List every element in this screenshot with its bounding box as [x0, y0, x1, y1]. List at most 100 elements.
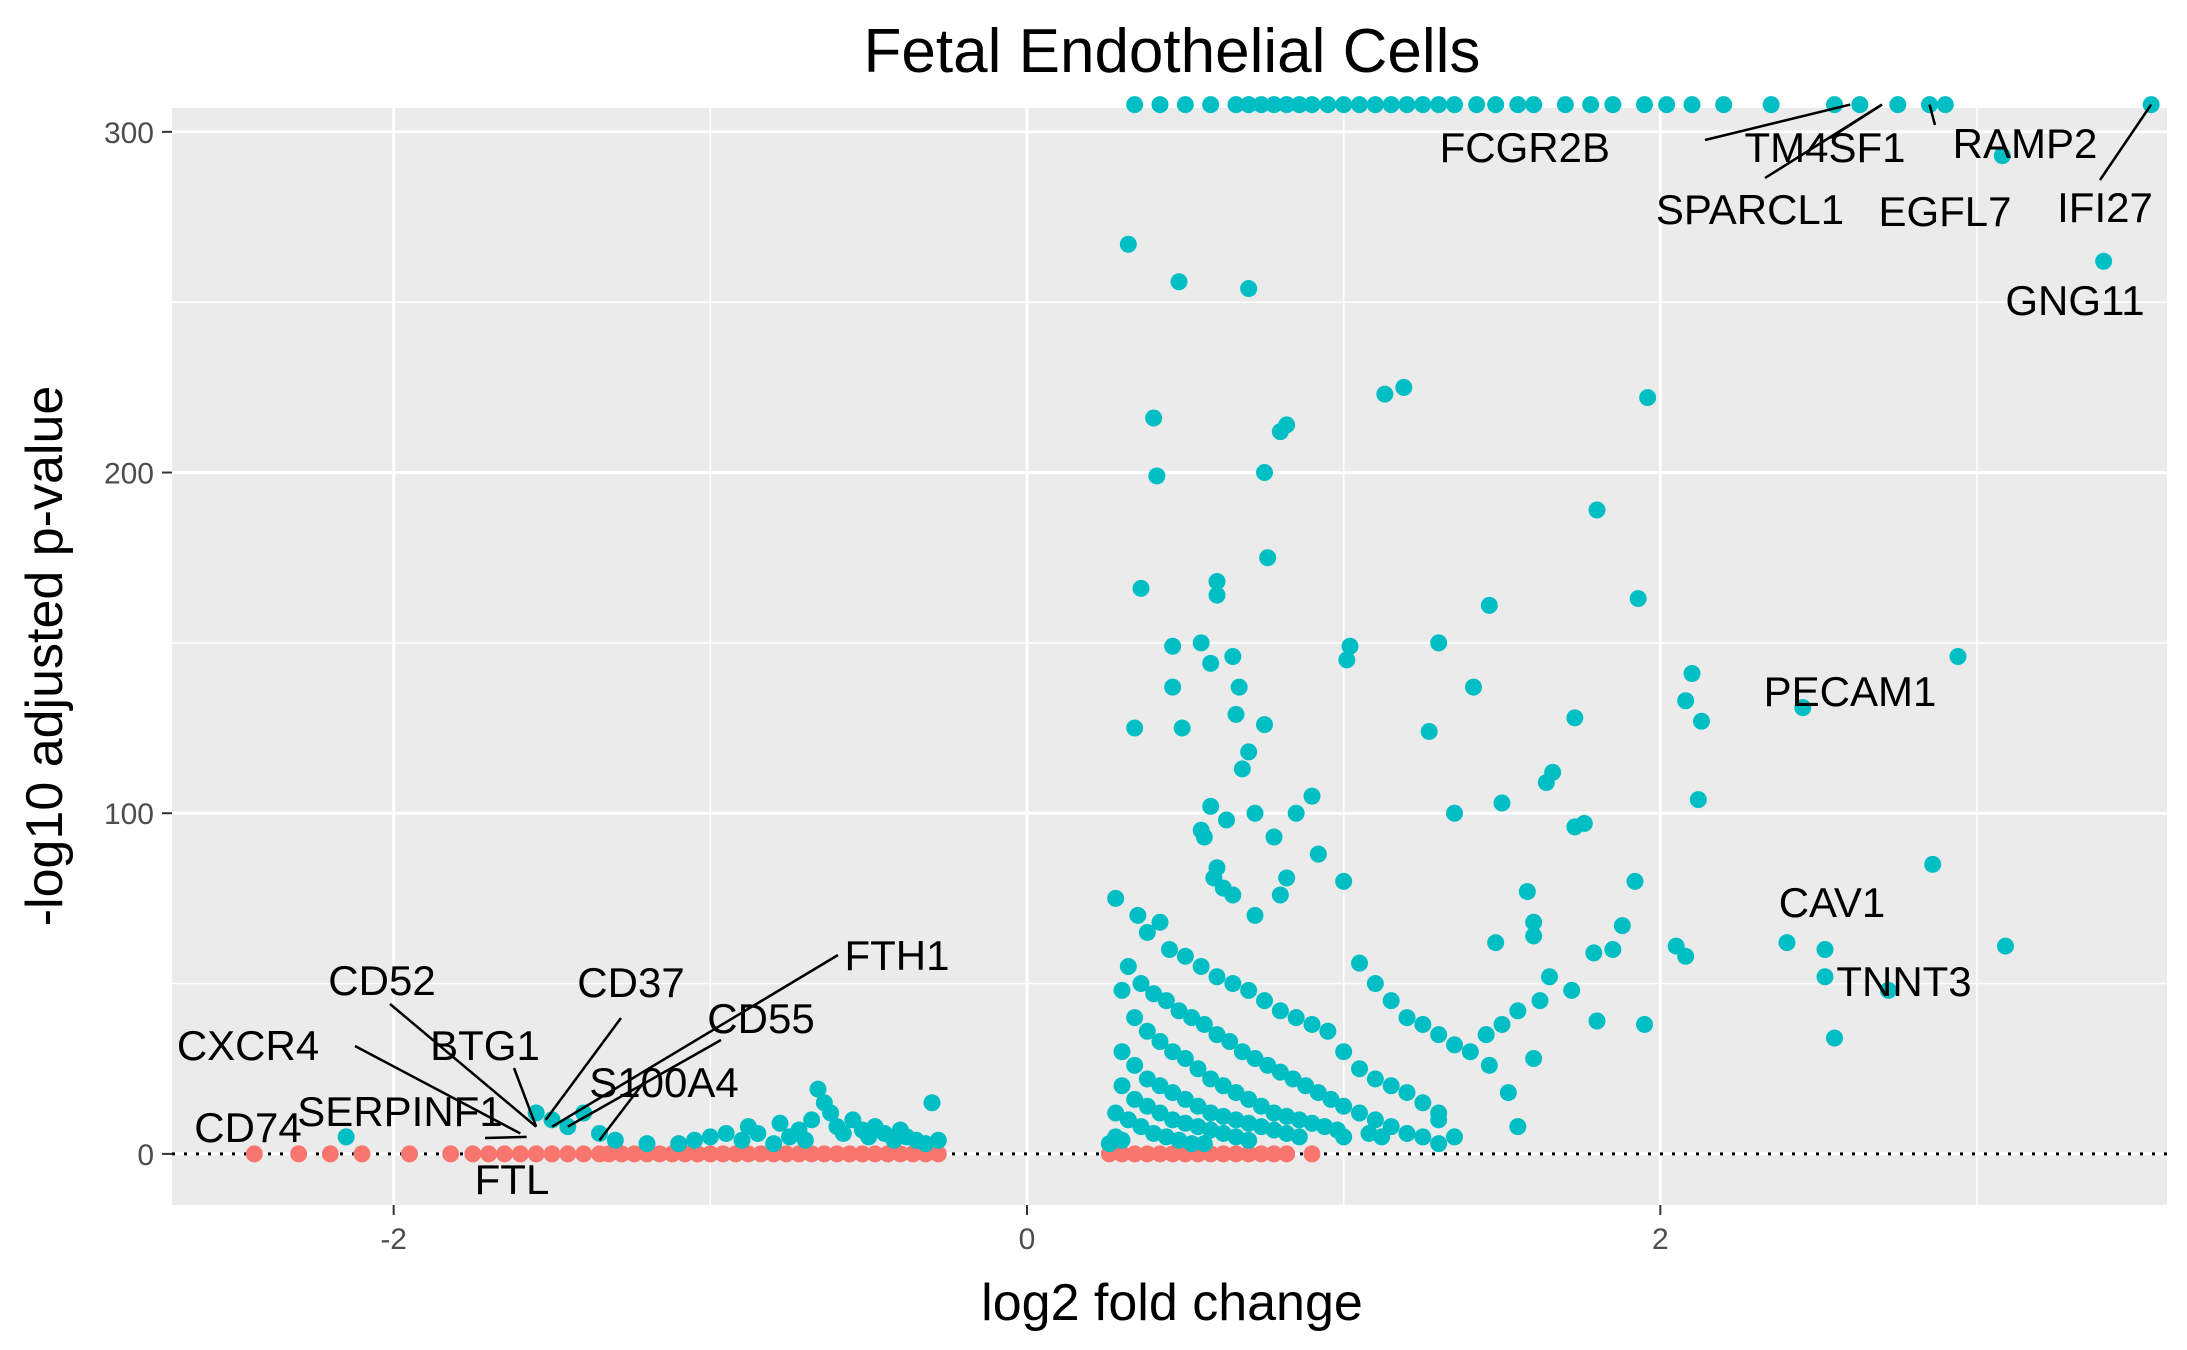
significant-point	[638, 1135, 656, 1153]
significant-point	[1376, 385, 1394, 403]
significant-point	[1176, 1050, 1194, 1068]
significant-point	[1113, 1077, 1131, 1095]
significant-point	[1195, 828, 1213, 846]
significant-point	[1132, 579, 1150, 597]
significant-point	[1493, 794, 1511, 812]
significant-point	[1271, 423, 1289, 441]
significant-point	[1227, 96, 1245, 114]
nonsignificant-point	[1240, 1145, 1258, 1163]
gene-label: CD74	[194, 1104, 301, 1151]
nonsignificant-point	[1303, 1145, 1321, 1163]
significant-point	[1816, 968, 1834, 986]
significant-point	[1604, 96, 1622, 114]
nonsignificant-point	[790, 1145, 808, 1163]
significant-point	[1202, 96, 1220, 114]
gene-label: S100A4	[589, 1059, 738, 1106]
y-tick-label: 300	[104, 117, 154, 150]
significant-point	[1826, 1029, 1843, 1047]
nonsignificant-point	[543, 1145, 561, 1163]
significant-point	[1525, 96, 1543, 114]
significant-point	[1366, 1111, 1384, 1129]
significant-point	[1221, 1032, 1239, 1050]
nonsignificant-point	[828, 1145, 846, 1163]
significant-point	[1126, 719, 1144, 737]
nonsignificant-point	[1151, 1145, 1169, 1163]
significant-point	[1161, 940, 1178, 958]
significant-point	[1395, 378, 1413, 396]
gene-label: CXCR4	[177, 1022, 319, 1069]
nonsignificant-point	[625, 1145, 643, 1163]
significant-point	[1398, 1124, 1416, 1142]
significant-point	[1626, 872, 1644, 890]
nonsignificant-point	[853, 1145, 871, 1163]
significant-point	[1246, 1050, 1264, 1068]
significant-point	[1430, 1135, 1448, 1153]
significant-point	[1183, 1009, 1201, 1027]
significant-point	[1366, 96, 1384, 114]
significant-point	[1430, 1026, 1448, 1044]
significant-point	[1382, 1077, 1400, 1095]
significant-point	[1138, 1022, 1156, 1040]
x-tick-label: -2	[380, 1223, 407, 1256]
gene-label: EGFL7	[1878, 188, 2011, 235]
gene-label: SERPINF1	[297, 1088, 502, 1135]
chart-title: Fetal Endothelial Cells	[864, 17, 1481, 86]
significant-point	[1157, 992, 1175, 1010]
significant-point	[1246, 906, 1264, 924]
significant-point	[1224, 886, 1242, 904]
significant-point	[1525, 913, 1543, 931]
nonsignificant-point	[841, 1145, 859, 1163]
significant-point	[1256, 464, 1273, 482]
nonsignificant-point	[401, 1145, 418, 1163]
nonsignificant-point	[1227, 1145, 1245, 1163]
significant-point	[670, 1135, 688, 1153]
gene-label: TM4SF1	[1744, 124, 1905, 171]
nonsignificant-point	[866, 1145, 884, 1163]
nonsignificant-point	[600, 1145, 618, 1163]
nonsignificant-point	[1113, 1145, 1131, 1163]
nonsignificant-point	[442, 1145, 460, 1163]
significant-point	[1148, 467, 1166, 485]
significant-point	[686, 1131, 703, 1149]
significant-point	[1208, 968, 1226, 986]
significant-point	[1351, 1060, 1368, 1078]
significant-point	[1164, 678, 1182, 696]
leader-line	[598, 1081, 645, 1142]
significant-point	[1351, 954, 1368, 972]
gene-labels: FCGR2B TM4SF1 SPARCL1 RAMP2 EGFL7 IFI27 GNG11 P…	[177, 120, 2153, 1203]
significant-point	[1683, 96, 1701, 114]
significant-point	[1138, 923, 1156, 941]
significant-point	[1202, 654, 1220, 672]
significant-point	[1224, 648, 1242, 665]
significant-point	[1487, 934, 1505, 952]
significant-point	[1689, 791, 1707, 809]
nonsignificant-point	[480, 1145, 498, 1163]
significant-point	[1480, 1056, 1498, 1074]
significant-point	[1851, 96, 1869, 114]
significant-point	[1138, 1097, 1156, 1115]
significant-point	[1563, 981, 1581, 999]
significant-point	[591, 1124, 608, 1142]
significant-point	[1119, 1111, 1137, 1129]
significant-point	[1240, 96, 1258, 114]
significant-point	[1414, 1128, 1432, 1146]
y-tick-label: 100	[104, 798, 154, 831]
significant-point	[1126, 1056, 1144, 1074]
significant-point	[1335, 872, 1353, 890]
gene-label: RAMP2	[1953, 120, 2098, 167]
significant-point	[771, 1114, 789, 1132]
significant-point	[1265, 828, 1283, 846]
significant-point	[1335, 1128, 1353, 1146]
significant-point	[1322, 1090, 1340, 1108]
leader-line	[1764, 103, 1883, 180]
significant-point	[1468, 96, 1486, 114]
significant-point	[1271, 1063, 1289, 1081]
significant-point	[1170, 1002, 1188, 1020]
gene-label: FCGR2B	[1440, 124, 1610, 171]
significant-point	[1265, 96, 1283, 114]
significant-point	[1430, 96, 1448, 114]
significant-point	[1246, 804, 1264, 822]
significant-point	[1240, 1090, 1258, 1108]
significant-point	[809, 1080, 827, 1098]
nonsignificant-point	[689, 1145, 707, 1163]
